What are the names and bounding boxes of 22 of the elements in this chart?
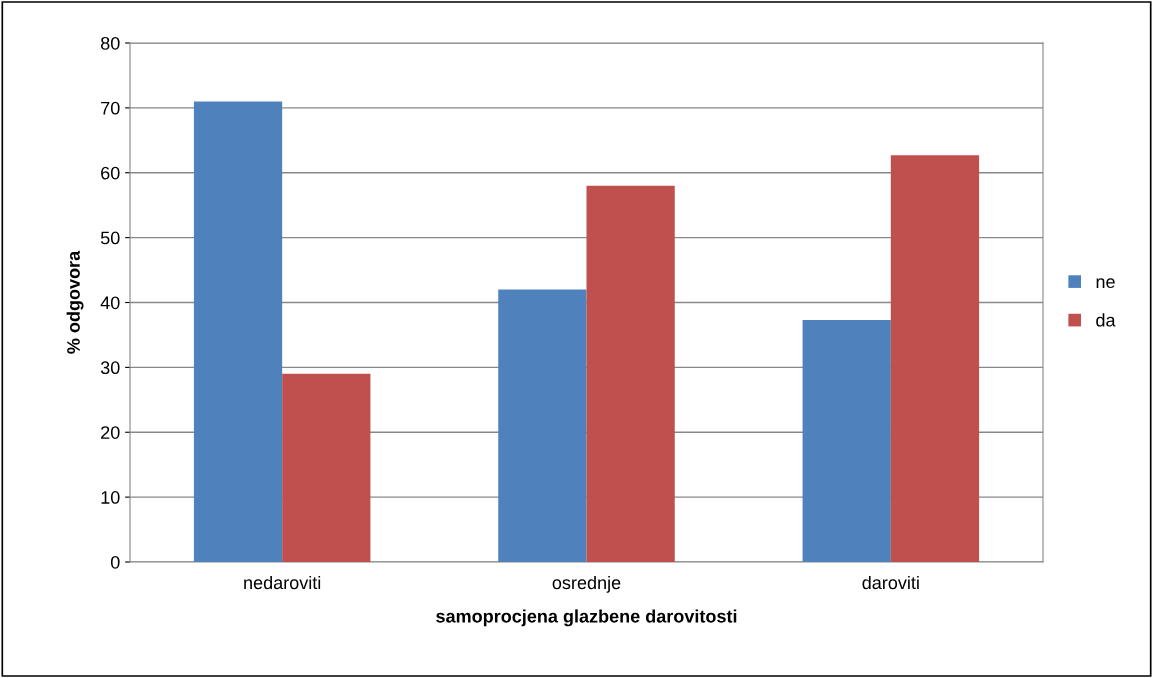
bar — [802, 320, 891, 562]
x-tick-label: nedaroviti — [244, 575, 321, 590]
bar — [890, 155, 980, 562]
x-axis-title: samoprocjena glazbene darovitosti — [436, 609, 737, 627]
bar — [498, 289, 587, 562]
y-tick-label: 0 — [110, 555, 120, 569]
legend-label: da — [1096, 313, 1116, 327]
y-tick-label: 40 — [100, 296, 120, 310]
y-tick-label: 10 — [101, 491, 120, 504]
x-tick-label: osrednje — [552, 575, 621, 593]
y-tick-label: 80 — [100, 36, 120, 50]
bar — [282, 373, 371, 562]
y-tick-label: 50 — [100, 231, 120, 245]
legend-label: ne — [1096, 278, 1115, 289]
x-tick-label: daroviti — [862, 575, 919, 590]
bar — [193, 101, 283, 562]
y-tick-label: 70 — [101, 101, 120, 115]
bar — [586, 185, 675, 562]
y-axis-title: % odgovora — [66, 250, 84, 354]
y-tick-label: 60 — [101, 166, 120, 180]
y-tick-label: 20 — [101, 426, 120, 439]
y-tick-label: 30 — [100, 361, 120, 375]
